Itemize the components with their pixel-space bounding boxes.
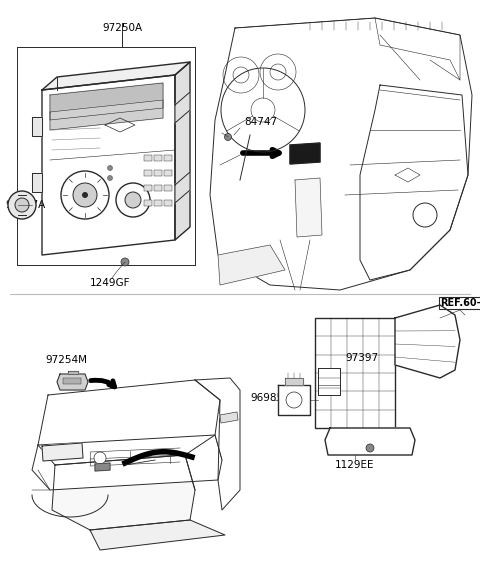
Polygon shape [295,178,322,237]
Polygon shape [50,83,163,120]
Bar [164,155,172,161]
Polygon shape [290,143,320,164]
Circle shape [125,192,141,208]
Bar [154,155,162,161]
Circle shape [108,165,112,171]
Bar [154,170,162,176]
Bar [164,200,172,206]
Text: 1129EE: 1129EE [335,460,375,470]
Polygon shape [32,173,42,192]
Circle shape [73,183,97,207]
Bar [144,155,152,161]
Polygon shape [38,380,220,465]
Circle shape [366,444,374,452]
Polygon shape [195,378,240,510]
Polygon shape [68,371,78,374]
Polygon shape [32,435,222,490]
Polygon shape [395,305,460,378]
Circle shape [61,171,109,219]
Bar [164,170,172,176]
Bar [144,200,152,206]
Polygon shape [218,245,285,285]
Polygon shape [325,428,415,455]
Polygon shape [175,172,190,203]
Polygon shape [175,92,190,123]
Polygon shape [42,62,190,90]
Text: 1249GF: 1249GF [90,278,131,288]
Bar [315,318,395,428]
Polygon shape [57,374,88,390]
Text: 84747: 84747 [244,117,277,127]
Polygon shape [210,18,472,290]
Text: REF.60-640: REF.60-640 [440,298,480,308]
Polygon shape [32,117,42,136]
Circle shape [94,452,106,464]
Polygon shape [42,443,83,461]
Polygon shape [175,62,190,240]
Circle shape [8,191,36,219]
Text: 97250A: 97250A [102,23,142,33]
Polygon shape [95,463,110,471]
Circle shape [15,198,29,212]
Bar [154,185,162,191]
Bar [63,378,81,384]
Polygon shape [278,385,310,415]
Text: 97397: 97397 [345,353,378,363]
Polygon shape [42,75,175,255]
Polygon shape [50,100,163,130]
Polygon shape [52,455,195,530]
Circle shape [116,183,150,217]
Polygon shape [318,368,340,395]
Text: 97137A: 97137A [5,200,45,210]
Text: 97254M: 97254M [45,355,87,365]
Bar [154,200,162,206]
Text: 96985: 96985 [250,393,283,403]
Circle shape [121,258,129,266]
Polygon shape [220,412,238,423]
Polygon shape [285,378,303,385]
Circle shape [82,192,88,198]
Polygon shape [90,520,225,550]
Circle shape [108,176,112,180]
Bar [164,185,172,191]
Bar [144,170,152,176]
Bar [144,185,152,191]
Circle shape [225,133,231,140]
